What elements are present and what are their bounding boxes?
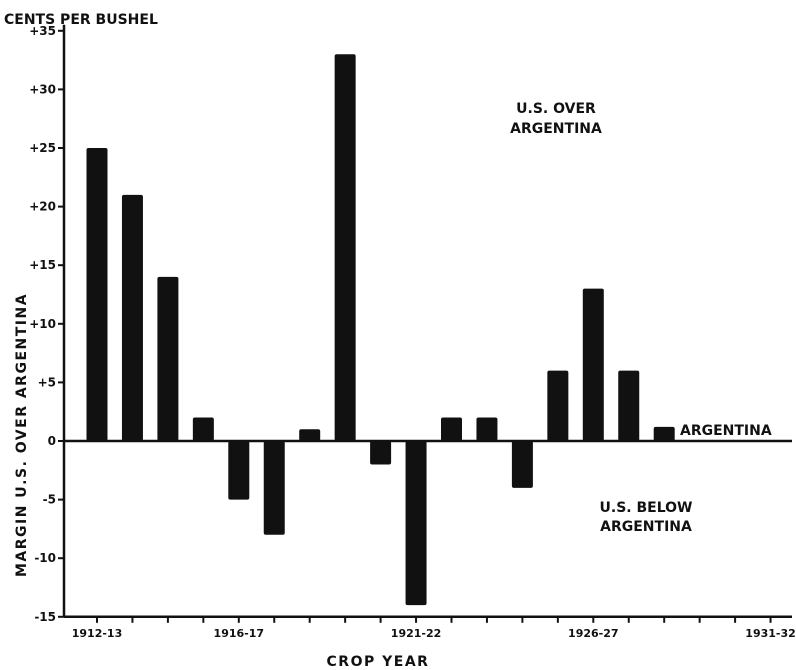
bar-1916-17: [228, 441, 250, 500]
bar-1913-14: [121, 194, 143, 441]
bar-1926-27: [582, 288, 604, 441]
bar-1928-29: [653, 426, 675, 441]
y-tick-label: +10: [29, 317, 56, 331]
bar-1914-15: [157, 276, 179, 441]
bar-1924-25: [511, 441, 533, 488]
x-tick-label: 1916-17: [214, 627, 265, 640]
axes: -15 -10 -5 0 +5 +10 +15 +20 +25 +30 +35 1912-13 1916…: [29, 24, 796, 640]
annotation-below-line2: ARGENTINA: [600, 519, 692, 535]
y-units-label: CENTS PER BUSHEL: [4, 12, 158, 28]
y-tick-label: +25: [29, 141, 56, 155]
y-tick-label: +35: [29, 24, 56, 38]
bar-1919-20: [334, 54, 356, 442]
bar-1922-23: [441, 417, 462, 441]
bar-1920-21: [370, 441, 392, 465]
bar-1912-13: [86, 148, 108, 441]
y-tick-label: +20: [29, 200, 56, 214]
annotation-above-line2: ARGENTINA: [510, 121, 602, 137]
x-tick-label: 1931-32: [745, 627, 796, 640]
x-tick-label: 1921-22: [391, 627, 442, 640]
bar-1915-16: [192, 417, 214, 441]
bar-1923-24: [476, 417, 498, 441]
y-tick-label: -5: [43, 493, 56, 507]
x-tick-label: 1926-27: [568, 627, 619, 640]
annotation-below-line1: U.S. BELOW: [600, 500, 693, 516]
y-tick-label: +30: [29, 82, 56, 96]
y-tick-label: 0: [48, 434, 56, 448]
bar-1927-28: [618, 370, 640, 441]
x-axis-title: CROP YEAR: [327, 654, 430, 670]
y-tick-label: +5: [38, 375, 56, 389]
reference-line-label: ARGENTINA: [680, 423, 772, 439]
y-axis-title: MARGIN U.S. OVER ARGENTINA: [14, 293, 30, 577]
y-tick-label: +15: [29, 258, 56, 272]
bar-1918-19: [299, 429, 321, 441]
bars: [86, 54, 675, 606]
chart-texts: CENTS PER BUSHEL MARGIN U.S. OVER ARGENT…: [4, 12, 772, 670]
y-tick-label: -10: [34, 551, 56, 565]
bar-1921-22: [405, 441, 427, 606]
y-tick-label: -15: [34, 610, 56, 624]
bar-1917-18: [263, 441, 285, 535]
x-tick-label: 1912-13: [72, 627, 123, 640]
annotation-above-line1: U.S. OVER: [516, 101, 596, 117]
bar-1925-26: [547, 370, 569, 441]
